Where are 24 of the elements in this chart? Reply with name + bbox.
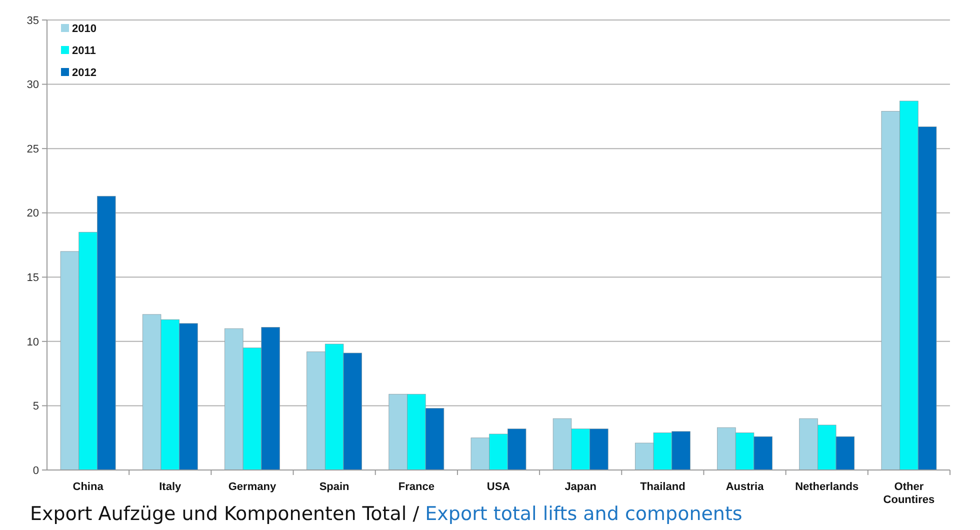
legend-label: 2010 [72,22,96,35]
x-tick-label: Thailand [640,481,686,493]
x-tick-label: China [72,481,104,493]
x-tick-label: Austria [726,481,765,493]
text: Export Aufzüge und Komponenten Total / [30,503,420,525]
x-tick-label: Netherlands [795,481,859,493]
x-tick-label: USA [486,481,510,493]
x-tick-label: Italy [159,481,182,493]
y-tick-label: 5 [32,400,39,413]
x-tick-label: Germany [228,481,277,493]
y-tick-label: 25 [26,143,39,156]
y-tick-label: 15 [26,272,39,284]
legend-label: 2012 [72,66,96,79]
x-tick-label: Other Countires [883,481,935,506]
x-tick-label: France [398,481,434,493]
legend-label: 2011 [72,44,96,57]
y-tick-label: 35 [26,14,39,27]
x-tick-label: Japan [564,481,597,493]
y-tick-label: 30 [26,79,39,92]
y-tick-label: 10 [26,336,39,348]
y-tick-label: 0 [32,464,39,477]
y-tick-label: 20 [26,208,39,220]
text: Export total lifts and components [419,503,742,525]
x-tick-label: Spain [319,481,350,493]
